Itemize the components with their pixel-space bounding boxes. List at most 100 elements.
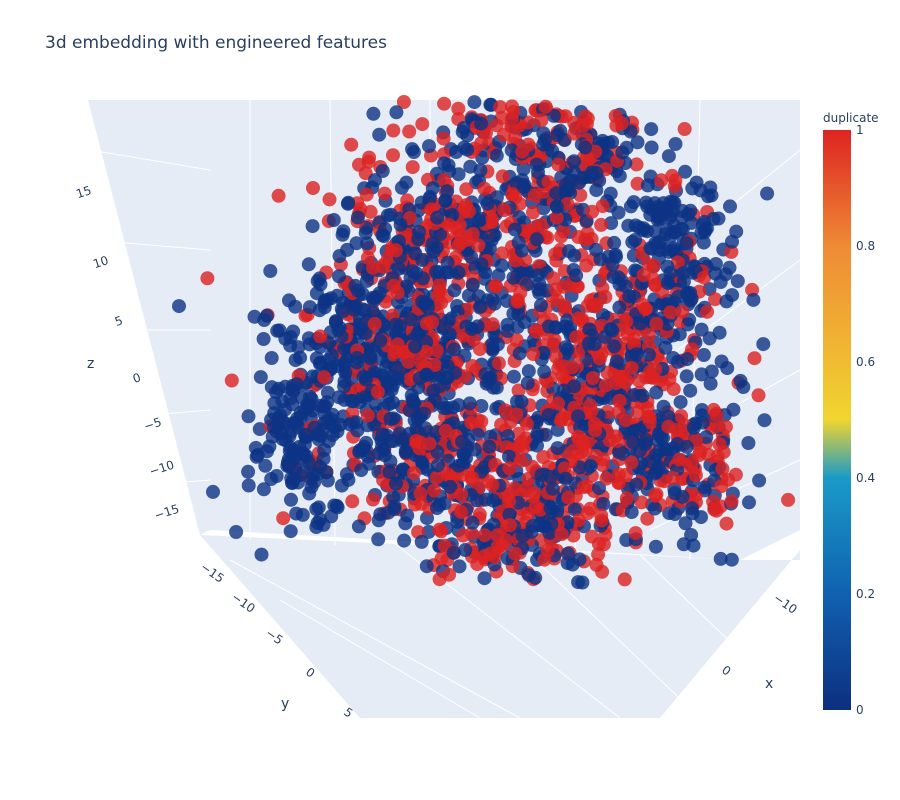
scatter-point bbox=[671, 289, 686, 304]
scatter-point bbox=[327, 498, 342, 513]
scatter-point bbox=[632, 373, 647, 388]
scatter-point bbox=[441, 218, 456, 232]
scatter-point bbox=[694, 322, 709, 337]
scatter-point bbox=[541, 408, 556, 423]
scatter-point bbox=[668, 173, 683, 188]
scatter-point bbox=[504, 143, 519, 158]
scatter-point bbox=[451, 167, 466, 182]
z-tick-label: 0 bbox=[131, 370, 143, 386]
scatter-point bbox=[654, 173, 669, 188]
scatter-point bbox=[387, 499, 402, 514]
scatter-point bbox=[665, 471, 680, 485]
scatter-point bbox=[672, 452, 687, 467]
scatter-point bbox=[565, 444, 580, 459]
scatter-point bbox=[436, 131, 451, 146]
scatter-point bbox=[342, 417, 357, 432]
scatter-point bbox=[359, 435, 374, 450]
scatter-point bbox=[511, 235, 526, 250]
scatter-point bbox=[634, 495, 649, 510]
scatter-point bbox=[605, 135, 620, 149]
scatter-point bbox=[377, 186, 392, 201]
scatter-point bbox=[459, 182, 474, 197]
z-tick-label: −15 bbox=[153, 502, 181, 523]
scatter-point bbox=[660, 276, 675, 290]
scatter-point bbox=[414, 356, 429, 371]
y-axis-title: y bbox=[281, 696, 289, 712]
z-tick-label: 10 bbox=[91, 253, 110, 271]
scatter-point bbox=[545, 143, 560, 158]
colorbar-tick-label: 0 bbox=[856, 703, 864, 717]
scatter-point bbox=[603, 186, 618, 201]
scatter-point bbox=[264, 380, 279, 395]
scatter-point bbox=[297, 427, 312, 442]
scatter-point bbox=[752, 473, 767, 488]
scatter-point bbox=[534, 298, 548, 313]
scatter-point bbox=[668, 137, 683, 151]
scatter-point bbox=[617, 572, 632, 587]
scatter-point bbox=[408, 339, 423, 354]
scatter-point bbox=[683, 383, 698, 398]
scatter-point bbox=[334, 329, 349, 344]
scatter-point bbox=[678, 164, 693, 179]
scatter-point bbox=[660, 317, 675, 331]
scatter-point bbox=[644, 122, 659, 137]
scatter-point bbox=[534, 113, 549, 128]
scatter-point bbox=[556, 224, 571, 239]
scatter-point bbox=[437, 96, 452, 111]
scatter-point bbox=[263, 264, 278, 278]
scatter-point bbox=[678, 516, 693, 531]
scatter-point bbox=[482, 371, 496, 386]
scatter-point bbox=[718, 419, 733, 434]
scatter-point bbox=[509, 407, 524, 422]
scatter-point bbox=[373, 333, 388, 348]
scatter-point bbox=[760, 186, 775, 201]
scatter-point bbox=[471, 238, 486, 253]
scatter-point bbox=[407, 466, 421, 481]
scatter-point bbox=[403, 270, 418, 285]
scatter-point bbox=[551, 157, 566, 172]
scatter-point bbox=[412, 441, 427, 456]
scatter-point bbox=[549, 210, 564, 225]
scatter-point bbox=[477, 571, 492, 586]
scatter-point bbox=[402, 124, 417, 139]
scatter-point bbox=[432, 522, 447, 537]
scatter-point bbox=[686, 538, 701, 553]
scatter-point bbox=[370, 385, 385, 399]
scatter-point bbox=[440, 359, 455, 374]
scatter-point bbox=[408, 246, 423, 261]
scatter-point bbox=[635, 388, 650, 403]
scatter-point bbox=[781, 492, 796, 507]
scatter-point bbox=[548, 282, 563, 297]
scatter-point bbox=[414, 534, 429, 549]
scatter-point bbox=[585, 371, 600, 386]
scatter-point bbox=[498, 403, 513, 418]
scatter-point bbox=[756, 337, 771, 352]
scatter-point bbox=[447, 342, 462, 357]
scatter-point bbox=[470, 493, 485, 508]
scatter-point bbox=[309, 520, 324, 535]
scatter-point bbox=[612, 445, 627, 459]
scatter-point bbox=[572, 552, 587, 567]
scatter-point bbox=[312, 303, 327, 318]
z-tick-label: −10 bbox=[148, 458, 176, 479]
scatter-point bbox=[382, 465, 397, 480]
scatter-point bbox=[354, 463, 369, 478]
scatter-point bbox=[558, 177, 573, 192]
scatter-point bbox=[482, 241, 497, 256]
scatter-point bbox=[700, 304, 715, 319]
scatter-point bbox=[331, 390, 346, 405]
y-tick-label: 0 bbox=[303, 665, 317, 681]
scatter-point bbox=[371, 446, 386, 461]
scatter-point bbox=[641, 409, 656, 424]
scatter-point bbox=[513, 453, 528, 468]
scatter-point bbox=[367, 316, 382, 331]
scatter-point bbox=[386, 278, 401, 293]
scatter-point bbox=[294, 451, 309, 466]
scatter-point bbox=[295, 507, 310, 522]
scatter-point bbox=[558, 340, 573, 355]
scatter-point bbox=[513, 285, 528, 300]
scatter-point bbox=[419, 559, 434, 574]
scatter-point bbox=[288, 299, 303, 314]
scatter-point bbox=[373, 507, 388, 522]
